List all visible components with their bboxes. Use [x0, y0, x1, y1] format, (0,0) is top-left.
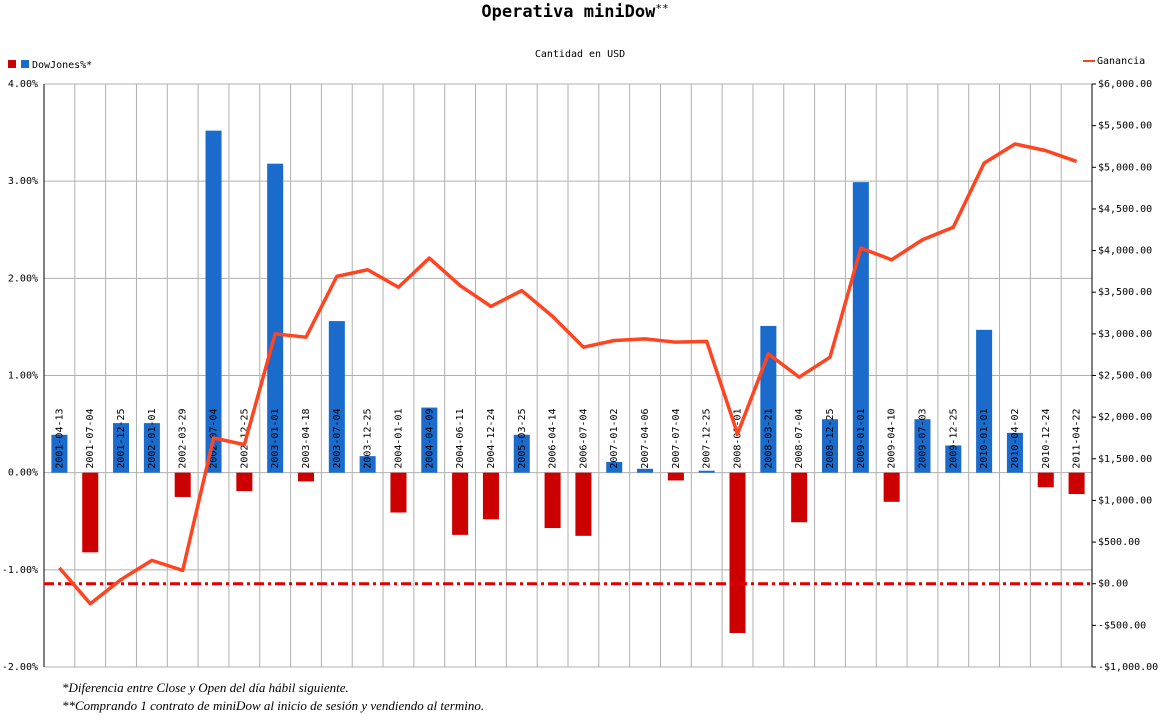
x-tick-label: 2010-12-24	[1041, 408, 1052, 468]
bar	[729, 472, 746, 633]
subtitle: Cantidad en USD	[535, 49, 625, 60]
x-tick-label: 2006-04-14	[548, 408, 559, 468]
y2-tick-label: $3,000.00	[1098, 329, 1152, 340]
x-tick-label: 2004-06-11	[455, 408, 466, 468]
bar	[575, 472, 592, 536]
x-tick-label: 2003-07-04	[332, 408, 343, 468]
bar	[390, 472, 407, 513]
y2-tick-label: $5,500.00	[1098, 121, 1152, 132]
bar	[945, 445, 962, 473]
bar	[513, 434, 530, 473]
y2-tick-label: $3,500.00	[1098, 287, 1152, 298]
bar	[328, 321, 345, 473]
title-suffix: **	[655, 2, 668, 15]
x-tick-label: 2008-01-01	[733, 408, 744, 468]
bar	[482, 472, 499, 520]
bar	[821, 419, 839, 473]
x-tick-label: 2007-01-02	[609, 408, 620, 468]
y2-tick-label: $1,000.00	[1098, 495, 1152, 506]
x-tick-label: 2004-12-24	[486, 408, 497, 468]
x-tick-label: 2005-03-25	[517, 408, 528, 468]
bar	[544, 472, 561, 529]
bar	[205, 130, 222, 473]
y-tick-label: -2.00%	[2, 662, 38, 673]
line-series	[58, 142, 1078, 606]
x-tick-label: 2008-12-25	[825, 408, 836, 468]
footnote: *Diferencia entre Close y Open del día h…	[62, 680, 349, 695]
x-tick-label: 2004-04-09	[424, 408, 435, 468]
bar	[914, 419, 931, 473]
bar	[359, 456, 376, 473]
x-tick-label: 2006-07-04	[578, 408, 589, 468]
y2-tick-label: $4,000.00	[1098, 246, 1152, 257]
bar	[698, 470, 715, 473]
x-tick-label: 2008-03-21	[763, 408, 774, 468]
legend-swatch	[21, 60, 29, 68]
bar	[421, 407, 438, 473]
y2-tick-label: $2,000.00	[1098, 412, 1152, 423]
bar	[297, 472, 315, 482]
bar	[113, 423, 130, 473]
legend-swatch	[8, 60, 16, 68]
x-tick-label: 2009-12-25	[948, 408, 959, 468]
x-tick-label: 2001-12-25	[116, 408, 127, 468]
x-tick-label: 2009-04-10	[887, 408, 898, 468]
x-tick-label: 2001-07-04	[85, 408, 96, 468]
bar	[82, 472, 99, 553]
footnote: **Comprando 1 contrato de miniDow al ini…	[62, 698, 484, 713]
x-tick-label: 2007-12-25	[702, 408, 713, 468]
bar	[852, 182, 869, 473]
bar	[1068, 472, 1085, 495]
x-tick-label: 2009-01-01	[856, 408, 867, 468]
x-tick-label: 2011-04-22	[1072, 408, 1083, 468]
y2-tick-label: $0.00	[1098, 579, 1128, 590]
y2-tick-label: $500.00	[1098, 537, 1140, 548]
bar	[667, 472, 684, 481]
bar	[236, 472, 253, 492]
y-tick-label: 2.00%	[8, 273, 38, 284]
x-tick-label: 2004-01-01	[393, 408, 404, 468]
x-tick-label: 2003-12-25	[363, 408, 374, 468]
y2-tick-label: $1,500.00	[1098, 454, 1152, 465]
x-tick-label: 2008-07-04	[794, 408, 805, 468]
x-tick-label: 2009-07-03	[917, 408, 928, 468]
y2-tick-label: $2,500.00	[1098, 371, 1152, 382]
y2-tick-label: -$1,000.00	[1098, 662, 1158, 673]
bar	[1006, 432, 1023, 473]
legend-label: Ganancia	[1097, 56, 1145, 67]
bar	[791, 472, 808, 523]
y-tick-label: 3.00%	[8, 176, 38, 187]
x-tick-label: 2001-04-13	[54, 408, 65, 468]
bar	[452, 472, 469, 535]
title-text: Operativa miniDow	[481, 2, 656, 22]
chart-title: Operativa miniDow**	[481, 2, 668, 22]
bar	[637, 468, 654, 473]
bar	[976, 329, 993, 473]
y-tick-label: 1.00%	[8, 371, 38, 382]
y2-tick-label: $6,000.00	[1098, 79, 1152, 90]
y2-tick-label: $4,500.00	[1098, 204, 1152, 215]
x-tick-label: 2003-04-18	[301, 408, 312, 468]
y2-tick-label: $5,000.00	[1098, 162, 1152, 173]
x-tick-label: 2002-03-29	[178, 408, 189, 468]
x-tick-label: 2003-01-01	[270, 408, 281, 468]
x-tick-label: 2002-01-01	[147, 408, 158, 468]
x-tick-label: 2010-04-02	[1010, 408, 1021, 468]
y-tick-label: -1.00%	[2, 565, 38, 576]
x-tick-label: 2010-01-01	[979, 408, 990, 468]
bar	[883, 472, 900, 502]
bar	[174, 472, 191, 497]
x-tick-label: 2007-07-04	[671, 408, 682, 468]
bar	[51, 434, 68, 473]
bar	[606, 461, 623, 473]
y-tick-label: 0.00%	[8, 468, 38, 479]
bar	[1037, 472, 1054, 488]
bar	[267, 163, 284, 473]
legend-label: DowJones%*	[32, 60, 92, 71]
y-tick-label: 4.00%	[8, 79, 38, 90]
x-tick-label: 2007-04-06	[640, 408, 651, 468]
y2-tick-label: -$500.00	[1098, 620, 1146, 631]
bar	[143, 423, 160, 473]
